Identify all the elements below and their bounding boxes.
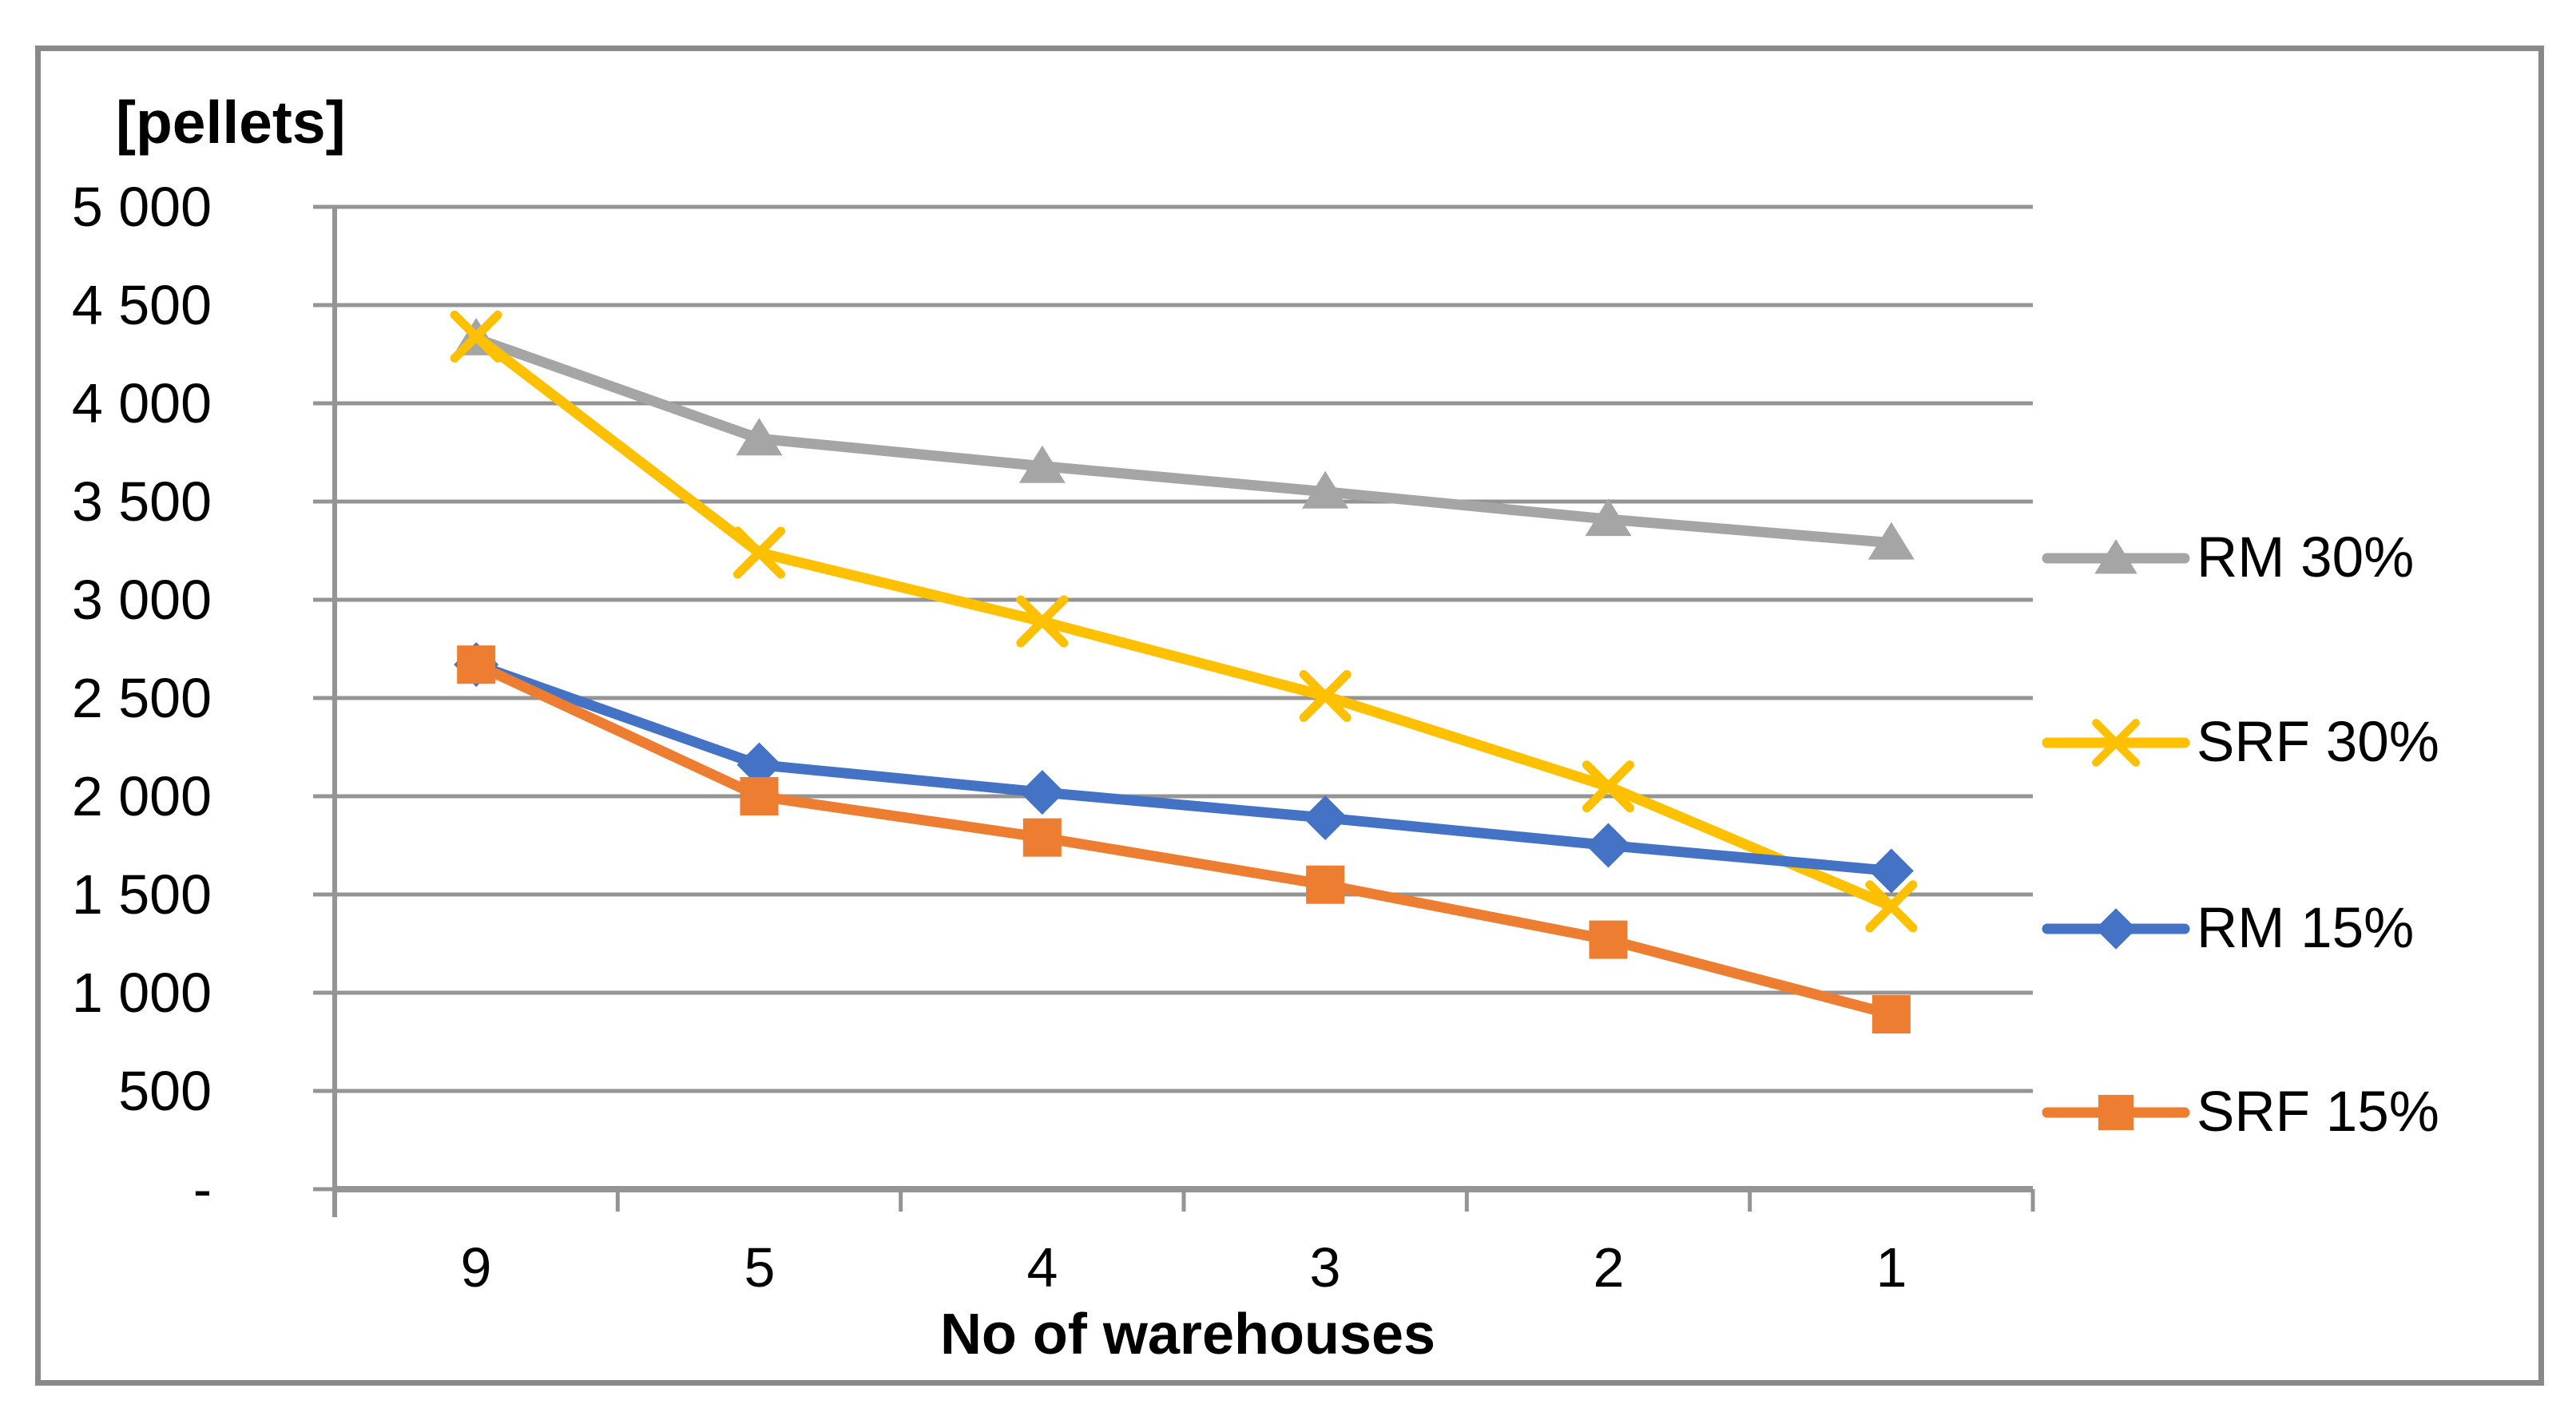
y-tick-label: 2 000 <box>71 765 212 827</box>
x-marker <box>733 526 785 579</box>
y-tick-label: 5 000 <box>71 176 212 238</box>
series-line <box>470 659 1897 1020</box>
y-tick-label: 1 000 <box>71 962 212 1024</box>
x-tick-label: 4 <box>1026 1236 1058 1299</box>
diamond-marker <box>1868 848 1914 894</box>
square-marker <box>740 777 779 815</box>
triangle-marker <box>1302 470 1349 509</box>
square-marker <box>1306 865 1345 904</box>
y-tick-label: 3 000 <box>71 569 212 631</box>
x-marker <box>1299 670 1352 723</box>
triangle-marker <box>1018 445 1066 483</box>
x-axis-title: No of warehouses <box>939 1303 1436 1366</box>
legend-label-srf-15: SRF 15% <box>2197 1081 2439 1144</box>
x-tick-label: 2 <box>1593 1236 1625 1299</box>
square-marker <box>1871 995 1911 1034</box>
x-marker <box>450 310 502 363</box>
x-marker <box>1865 880 1918 933</box>
chart-frame <box>35 46 2544 1386</box>
x-tick-label: 3 <box>1309 1236 1341 1299</box>
x-tick-label: 5 <box>744 1236 776 1299</box>
x-marker <box>1582 760 1634 813</box>
series-line <box>470 331 1897 912</box>
x-tick-label: 1 <box>1875 1236 1907 1299</box>
y-tick-label: 500 <box>118 1060 212 1122</box>
series-line <box>470 333 1897 549</box>
x-tick-label: 9 <box>460 1236 492 1299</box>
square-marker <box>2098 1094 2134 1131</box>
y-axis-unit-label: [pellets] <box>116 89 346 156</box>
triangle-marker <box>736 418 783 456</box>
x-marker <box>2092 719 2140 767</box>
y-tick-label: 4 000 <box>71 372 212 434</box>
y-tick-label: 3 500 <box>71 470 212 533</box>
y-tick-label: 1 500 <box>71 863 212 926</box>
y-tick-label: 4 500 <box>71 274 212 336</box>
diamond-marker <box>736 742 782 787</box>
y-tick-label-zero: - <box>193 1158 212 1220</box>
diamond-marker <box>1303 795 1348 841</box>
series-line <box>470 659 1897 876</box>
diamond-marker <box>1019 770 1065 815</box>
square-marker <box>457 645 496 684</box>
legend-label-srf-30: SRF 30% <box>2197 711 2439 774</box>
square-marker <box>1589 920 1628 959</box>
triangle-marker <box>2094 539 2137 574</box>
legend-label-rm-15: RM 15% <box>2197 897 2415 960</box>
triangle-marker <box>1868 522 1915 560</box>
y-tick-label: 2 500 <box>71 667 212 729</box>
triangle-marker <box>1585 498 1632 537</box>
diamond-marker <box>2095 908 2137 950</box>
x-marker <box>1016 595 1069 648</box>
diamond-marker <box>1586 823 1631 868</box>
square-marker <box>1022 818 1062 857</box>
legend-label-rm-30: RM 30% <box>2197 526 2415 589</box>
